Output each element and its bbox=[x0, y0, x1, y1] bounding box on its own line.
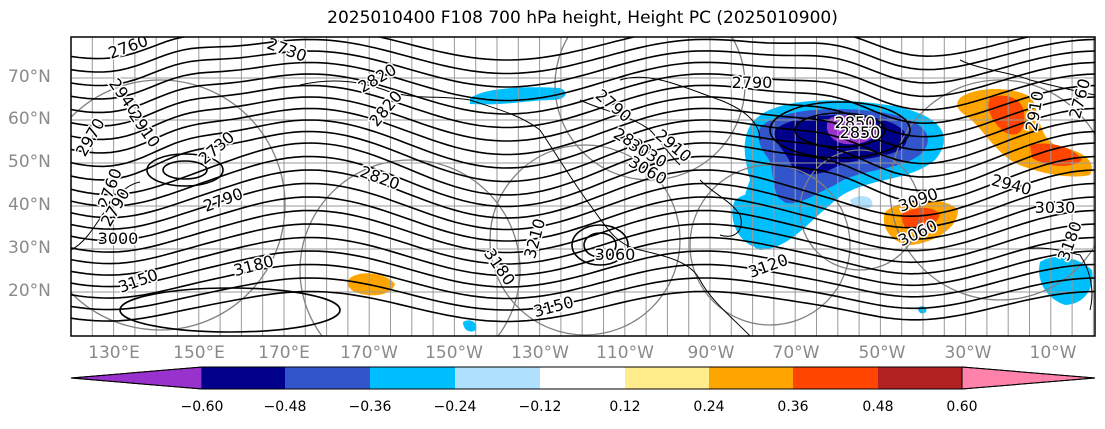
colorbar-tick-label: 0.24 bbox=[693, 399, 725, 415]
contour-label: 2910 bbox=[125, 107, 164, 151]
height-contour bbox=[71, 277, 1095, 311]
contour-label: 3060 bbox=[595, 245, 636, 264]
lon-tick-label: 170°E bbox=[258, 343, 310, 363]
contour-label: 2730 bbox=[265, 34, 310, 66]
anomaly-small-blue bbox=[463, 320, 477, 332]
lon-tick-label: 110°W bbox=[596, 343, 654, 363]
height-contours bbox=[71, 37, 1095, 333]
contour-label: 2820 bbox=[358, 162, 403, 194]
lon-tick-label: 130°W bbox=[511, 343, 569, 363]
contour-label: 3180 bbox=[480, 245, 519, 289]
colorbar-extend-high bbox=[961, 366, 1096, 390]
contour-label: 2850 bbox=[835, 113, 876, 132]
lat-tick-label: 40°N bbox=[8, 195, 51, 215]
height-contour bbox=[71, 155, 1095, 208]
closed-contour bbox=[146, 153, 224, 187]
height-contour bbox=[71, 196, 1095, 242]
colorbar-swatch bbox=[285, 367, 370, 389]
height-contour bbox=[71, 130, 1095, 183]
colorbar-swatch bbox=[878, 367, 962, 389]
map-frame bbox=[70, 36, 1096, 337]
closed-contour bbox=[571, 224, 629, 266]
contour-label: 2850 bbox=[840, 123, 881, 142]
closed-contour bbox=[119, 287, 341, 333]
contour-label: 3030 bbox=[1035, 198, 1076, 217]
lat-tick-label: 70°N bbox=[8, 67, 51, 87]
height-contour bbox=[71, 61, 1095, 102]
lon-tick-label: 150°E bbox=[173, 343, 225, 363]
colorbar-tick-label: −0.36 bbox=[348, 399, 392, 415]
anomaly-shading bbox=[347, 87, 1093, 332]
height-contour bbox=[71, 223, 1095, 265]
lon-tick-label: 70°W bbox=[772, 343, 820, 363]
contour-label: 2790 bbox=[201, 184, 246, 216]
contour-label: 3000 bbox=[98, 229, 139, 248]
colorbar-swatch bbox=[793, 367, 878, 389]
lon-tick-label: 30°W bbox=[944, 343, 992, 363]
colorbar-swatch bbox=[540, 367, 625, 389]
colorbar-swatch bbox=[455, 367, 540, 389]
height-contour bbox=[71, 182, 1095, 231]
colorbar-tick-label: −0.60 bbox=[180, 399, 224, 415]
closed-contour bbox=[794, 112, 886, 148]
height-contour bbox=[71, 84, 1095, 129]
lon-tick-label: 50°W bbox=[858, 343, 906, 363]
contour-label: 2790 bbox=[732, 73, 773, 92]
height-contour bbox=[71, 209, 1095, 254]
height-contour bbox=[71, 263, 1095, 300]
contour-label: 3180 bbox=[231, 251, 275, 280]
lat-tick-label: 60°N bbox=[8, 109, 51, 129]
anomaly-pacific bbox=[347, 273, 395, 296]
colorbar-extend-low bbox=[70, 366, 203, 390]
height-contour bbox=[71, 236, 1095, 277]
anomaly-norwegian-inner bbox=[1030, 143, 1082, 166]
colorbar-tick-label: 0.12 bbox=[609, 399, 641, 415]
colorbar-outline bbox=[70, 366, 1096, 390]
lon-tick-label: 150°W bbox=[425, 343, 483, 363]
contour-label: 3210 bbox=[520, 216, 549, 260]
lon-tick-label: 90°W bbox=[687, 343, 735, 363]
colorbar bbox=[70, 366, 1096, 390]
height-contour bbox=[71, 290, 1095, 323]
height-contour bbox=[71, 107, 1095, 156]
lon-tick-label: 10°W bbox=[1029, 343, 1077, 363]
contour-label: 2760 bbox=[1065, 76, 1094, 120]
lat-tick-label: 20°N bbox=[8, 281, 51, 301]
height-contour bbox=[71, 142, 1095, 196]
height-contour bbox=[71, 37, 1032, 61]
lat-tick-label: 50°N bbox=[8, 152, 51, 172]
lon-tick-label: 130°E bbox=[88, 343, 140, 363]
closed-contour bbox=[583, 232, 617, 258]
graticule bbox=[71, 37, 1095, 336]
colorbar-tick-label: −0.24 bbox=[433, 399, 477, 415]
colorbar-tick-label: 0.48 bbox=[862, 399, 894, 415]
colorbar-swatch bbox=[709, 367, 793, 389]
colorbar-swatch bbox=[370, 367, 455, 389]
height-contour bbox=[71, 73, 1095, 115]
lat-tick-label: 30°N bbox=[8, 238, 51, 258]
colorbar-swatch bbox=[625, 367, 709, 389]
colorbar-tick-label: −0.48 bbox=[263, 399, 307, 415]
closed-contour bbox=[769, 101, 911, 159]
colorbar-tick-label: 0.60 bbox=[946, 399, 978, 415]
height-contour bbox=[71, 50, 1095, 88]
colorbar-swatch bbox=[202, 367, 285, 389]
height-contour bbox=[71, 96, 1095, 142]
colorbar-tick-label: 0.36 bbox=[777, 399, 809, 415]
closed-contour bbox=[162, 160, 208, 180]
height-contour bbox=[71, 250, 1095, 288]
height-contour bbox=[71, 38, 1095, 75]
height-contour bbox=[71, 169, 1095, 219]
lon-tick-label: 170°W bbox=[340, 343, 398, 363]
overlay-circles bbox=[71, 37, 1095, 336]
colorbar-tick-label: −0.12 bbox=[518, 399, 562, 415]
height-contour bbox=[71, 119, 1095, 169]
chart-title: 2025010400 F108 700 hPa height, Height P… bbox=[327, 8, 838, 28]
contour-label: 2760 bbox=[106, 31, 151, 63]
